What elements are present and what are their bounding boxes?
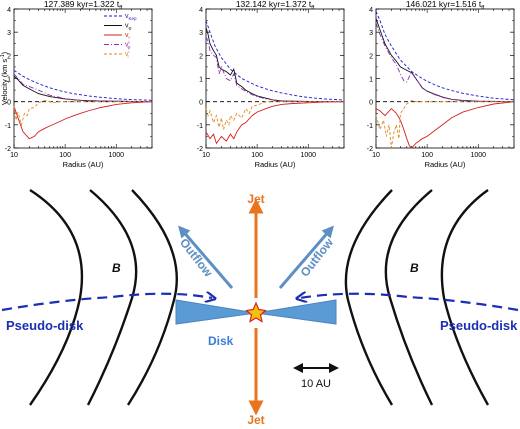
- legend-label: vKep: [125, 13, 137, 21]
- legend-label: vi φ: [125, 40, 131, 50]
- b-field-right-label: B: [410, 261, 419, 275]
- y-tick-label: 4: [369, 7, 373, 14]
- field-line-left-outer: [29, 188, 84, 406]
- y-tick-label: -1: [197, 123, 203, 130]
- jet-top-label: Jet: [247, 192, 264, 206]
- velocity-panel-1: -2 -1 0 1 2 3 4 10 100 1000 127.389 kyr=1.322 tff R…: [0, 0, 153, 169]
- series-line-v-r-i: [205, 100, 344, 130]
- series-line-v-kep: [205, 20, 345, 101]
- x-axis-label: Radius (AU): [255, 160, 296, 169]
- velocity-panel-3: -2 -1 0 1 2 3 4 10 100 1000 146.021 kyr=1.516 tff R…: [367, 0, 515, 169]
- y-tick-label: -2: [197, 146, 203, 153]
- y-tick-label: 3: [199, 30, 203, 37]
- y-tick-label: 1: [199, 77, 203, 84]
- b-field-left-label: B: [112, 261, 121, 275]
- series-line-v-r-i: [13, 100, 152, 127]
- panel-title: 127.389 kyr=1.322 tff: [44, 0, 123, 11]
- pseudo-disk-left-line: [1, 294, 212, 312]
- outflow-arrow-left-icon: [178, 225, 234, 289]
- series-line-v--: [375, 18, 515, 103]
- pseudo-disk-right-line: [300, 294, 519, 312]
- magnetic-field-lines: [29, 188, 490, 406]
- x-tick-label: 10: [202, 152, 210, 159]
- legend-label: vi r: [125, 49, 130, 59]
- y-tick-label: 2: [369, 53, 373, 60]
- y-tick-label: 4: [7, 7, 11, 14]
- y-tick-label: 3: [369, 30, 373, 37]
- x-tick-label: 1000: [108, 152, 124, 159]
- pseudo-disk-left-label: Pseudo-disk: [6, 318, 84, 333]
- scale-bar-label: 10 AU: [301, 378, 331, 390]
- y-tick-label: -1: [5, 123, 11, 130]
- panel-title: 146.021 kyr=1.516 tff: [406, 0, 485, 11]
- schematic-diagram: Jet Jet Outflow Outflow Pseudo-disk Pseu…: [1, 188, 519, 427]
- panel-title: 132.142 kyr=1.372 tff: [236, 0, 315, 11]
- legend-label: vr: [125, 32, 131, 40]
- y-tick-label: 0: [199, 100, 203, 107]
- field-line-left-middle: [86, 189, 138, 406]
- y-axis-label: Velocity (km s-1): [0, 51, 9, 105]
- series-line-v-kep: [13, 70, 153, 101]
- x-axis-label: Radius (AU): [425, 160, 466, 169]
- y-tick-label: 3: [7, 30, 11, 37]
- x-tick-label: 1000: [470, 152, 486, 159]
- y-tick-label: 2: [199, 53, 203, 60]
- disk-right-wedge: [255, 299, 337, 325]
- x-axis-label: Radius (AU): [63, 160, 104, 169]
- series-line-v-r: [13, 101, 153, 140]
- y-tick-label: 2: [7, 53, 11, 60]
- x-tick-label: 100: [251, 152, 263, 159]
- y-tick-label: -1: [367, 123, 373, 130]
- star-icon: [245, 301, 267, 323]
- pseudo-disk-right-label: Pseudo-disk: [440, 318, 518, 333]
- disk-label: Disk: [208, 334, 234, 348]
- series-line-v--: [13, 75, 153, 103]
- x-tick-label: 100: [421, 152, 433, 159]
- field-line-right-outer: [440, 189, 490, 406]
- disk-left-wedge: [175, 299, 257, 325]
- y-tick-label: 4: [199, 7, 203, 14]
- x-tick-label: 100: [59, 152, 71, 159]
- series-line-v-kep: [375, 11, 515, 101]
- velocity-panel-2: -2 -1 0 1 2 3 4 10 100 1000 132.142 kyr=1.372 tff R…: [197, 0, 345, 169]
- outflow-arrow-right-icon: [278, 225, 334, 289]
- legend-label: vφ: [125, 23, 132, 31]
- series-line-v--: [205, 27, 345, 103]
- series-line-v---i: [13, 73, 153, 103]
- y-tick-label: 0: [7, 100, 11, 107]
- series-line-v---i: [205, 36, 345, 103]
- x-tick-label: 1000: [300, 152, 316, 159]
- series-line-v-r-i: [375, 100, 514, 149]
- field-line-right-inner: [344, 189, 394, 406]
- x-tick-label: 10: [10, 152, 18, 159]
- y-tick-label: 1: [369, 77, 373, 84]
- y-tick-label: -2: [367, 146, 373, 153]
- outflow-right-label: Outflow: [298, 235, 337, 279]
- field-line-left-inner: [126, 189, 178, 406]
- y-tick-label: -2: [5, 146, 11, 153]
- x-tick-label: 10: [372, 152, 380, 159]
- jet-bottom-label: Jet: [247, 413, 264, 427]
- field-line-right-middle: [384, 189, 434, 406]
- series-line-v---i: [375, 22, 515, 103]
- outflow-left-label: Outflow: [177, 236, 216, 280]
- series-line-v-r: [375, 101, 515, 149]
- y-tick-label: 1: [7, 77, 11, 84]
- series-line-v-r: [205, 101, 345, 145]
- y-tick-label: 0: [369, 100, 373, 107]
